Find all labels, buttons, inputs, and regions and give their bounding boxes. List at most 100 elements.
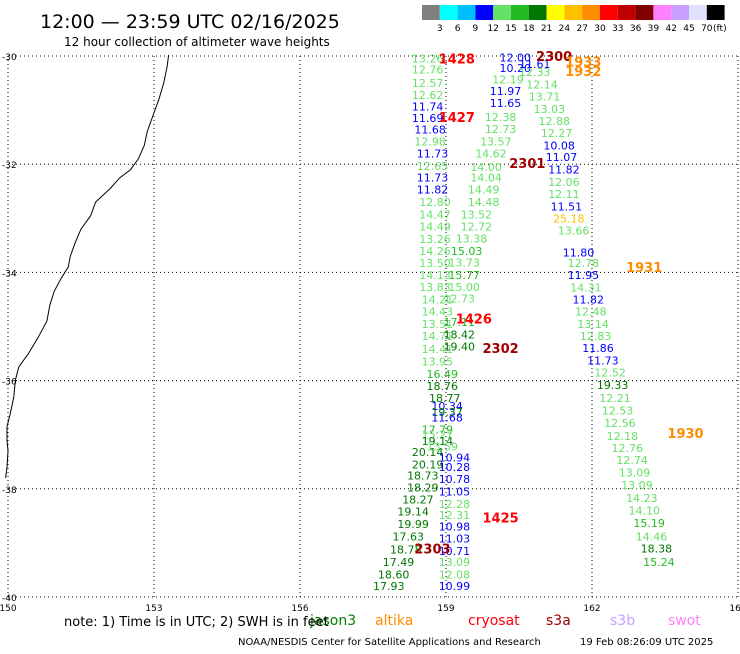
pass-time-label: 2303 xyxy=(414,542,450,557)
wave-height-point: 13.52 xyxy=(461,209,493,222)
wave-height-point: 14.46 xyxy=(636,530,668,543)
colorbar-unit: (ft) xyxy=(713,24,727,34)
pass-time-label: 1932 xyxy=(565,65,601,80)
wave-height-point: 12.88 xyxy=(538,115,570,128)
colorbar-swatch xyxy=(422,5,440,20)
wave-height-point: 12.72 xyxy=(461,220,493,233)
wave-height-point: 11.73 xyxy=(417,172,449,185)
wave-height-point: 16.49 xyxy=(427,368,459,381)
wave-height-point: 18.29 xyxy=(407,482,439,495)
colorbar-label: 27 xyxy=(576,24,587,34)
colorbar-swatch xyxy=(546,5,565,20)
colorbar-swatch xyxy=(493,5,511,20)
pass-time-label: 2302 xyxy=(483,342,519,357)
wave-height-point: 12.80 xyxy=(419,196,451,209)
wave-height-point: 12.78 xyxy=(568,257,600,270)
wave-height-point: 15.77 xyxy=(448,269,480,282)
wave-height-point: 10.20 xyxy=(500,62,532,75)
colorbar-swatch xyxy=(564,5,583,20)
wave-height-point: 12.73 xyxy=(444,292,476,305)
wave-height-point: 12.74 xyxy=(616,454,648,467)
colorbar-label: 36 xyxy=(630,24,642,34)
series-legend: jason3 altika cryosat s3a s3b swot xyxy=(309,613,701,629)
legend-swot: swot xyxy=(668,613,701,629)
colorbar-label: 39 xyxy=(648,24,660,34)
x-tick-label: 153 xyxy=(145,604,162,614)
colorbar-label: 30 xyxy=(594,24,606,34)
wave-height-point: 18.77 xyxy=(429,392,461,405)
wave-height-point: 11.03 xyxy=(439,533,471,546)
wave-height-point: 15.03 xyxy=(451,245,483,258)
wave-height-point: 12.06 xyxy=(548,176,580,189)
wave-height-point: 10.71 xyxy=(439,545,471,558)
wave-height-point: 11.68 xyxy=(431,411,463,424)
wave-height-point: 12.28 xyxy=(439,498,471,511)
wave-height-point: 11.74 xyxy=(412,100,444,113)
wave-height-point: 18.73 xyxy=(407,469,439,482)
wave-height-point: 10.99 xyxy=(439,580,471,593)
x-tick-label: 150 xyxy=(0,604,17,614)
wave-height-point: 14.13 xyxy=(419,269,451,282)
wave-height-point: 13.95 xyxy=(422,356,454,369)
wave-height-point: 14.21 xyxy=(422,293,454,306)
wave-height-point: 14.49 xyxy=(468,184,500,197)
wave-height-point: 14.48 xyxy=(468,196,500,209)
y-tick-label: -36 xyxy=(2,378,17,388)
wave-height-point: 14.41 xyxy=(422,343,454,356)
wave-height-point: 13.26 xyxy=(419,233,451,246)
legend-s3b: s3b xyxy=(610,613,635,629)
wave-height-point: 10.78 xyxy=(439,473,471,486)
wave-height-point: 10.98 xyxy=(439,521,471,534)
wave-height-point: 11.05 xyxy=(439,486,471,499)
wave-height-point: 11.69 xyxy=(412,112,444,125)
wave-height-point: 12.62 xyxy=(412,89,444,102)
wave-height-point: 12.98 xyxy=(414,135,446,148)
pass-time-label: 1930 xyxy=(667,427,703,442)
wave-height-point: 11.82 xyxy=(548,164,580,177)
wave-height-point: 13.66 xyxy=(558,225,590,238)
wave-height-point: 12.19 xyxy=(492,73,524,86)
pass-time-label: 1931 xyxy=(626,261,662,276)
wave-height-point: 11.82 xyxy=(573,293,605,306)
wave-height-point: 15.24 xyxy=(643,556,675,569)
wave-height-point: 18.76 xyxy=(427,380,459,393)
pass-time-label: 2300 xyxy=(536,50,572,65)
colorbar-label: 6 xyxy=(455,24,461,34)
wave-height-point: 15.00 xyxy=(448,281,480,294)
wave-height-point: 11.73 xyxy=(417,147,449,160)
wave-height-point: 12.21 xyxy=(599,392,631,405)
legend-jason3: jason3 xyxy=(309,613,356,629)
legend-altika: altika xyxy=(375,613,413,629)
wave-height-point: 11.61 xyxy=(519,58,551,71)
wave-height-point: 14.47 xyxy=(419,209,451,222)
wave-height-point: 12.57 xyxy=(412,77,444,90)
wave-height-point: 13.38 xyxy=(456,232,488,245)
x-tick-label: 162 xyxy=(583,604,600,614)
colorbar-swatch xyxy=(528,5,547,20)
colorbar-label: 15 xyxy=(505,24,516,34)
footer-timestamp: 19 Feb 08:26:09 UTC 2025 xyxy=(580,637,713,648)
pass-time-label: 1426 xyxy=(456,312,492,327)
wave-height-point: 12.18 xyxy=(607,430,639,443)
wave-height-point: 19.33 xyxy=(597,379,629,392)
wave-height-point: 10.34 xyxy=(431,400,463,413)
wave-height-point: 12.14 xyxy=(526,79,558,92)
colorbar-swatch xyxy=(617,5,636,20)
pass-time-label: 1933 xyxy=(565,55,601,70)
colorbar-label: 18 xyxy=(523,24,535,34)
wave-height-point: 12.76 xyxy=(412,64,444,77)
colorbar-label: 45 xyxy=(683,24,694,34)
wave-height-point: 13.57 xyxy=(480,135,512,148)
colorbar-label: 9 xyxy=(473,24,479,34)
colorbar-label: 33 xyxy=(612,24,623,34)
wave-height-point: 14.49 xyxy=(419,220,451,233)
wave-height-point: 14.43 xyxy=(422,305,454,318)
wave-height-point: 13.51 xyxy=(422,318,454,331)
wave-height-point: 18.60 xyxy=(378,568,410,581)
footer-credit: NOAA/NESDIS Center for Satellite Applica… xyxy=(238,637,541,648)
wave-height-point: 11.65 xyxy=(490,97,522,110)
wave-height-point: 11.80 xyxy=(563,246,595,259)
wave-height-point: 11.07 xyxy=(546,151,578,164)
